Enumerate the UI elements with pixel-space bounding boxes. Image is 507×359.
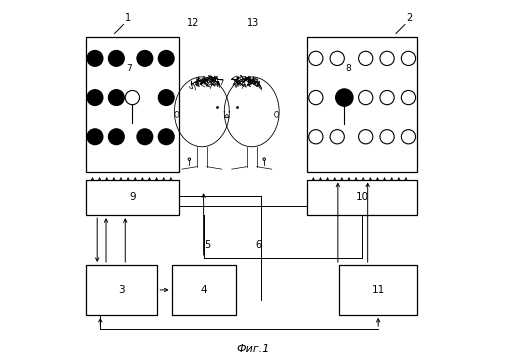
- Circle shape: [263, 158, 266, 160]
- Circle shape: [125, 90, 139, 105]
- Circle shape: [87, 90, 103, 106]
- Circle shape: [380, 90, 394, 105]
- Bar: [86, 265, 157, 315]
- Ellipse shape: [175, 111, 179, 117]
- Circle shape: [402, 51, 416, 65]
- Circle shape: [309, 90, 323, 105]
- Text: 13: 13: [247, 18, 260, 28]
- Bar: [307, 37, 417, 172]
- Bar: [86, 180, 178, 215]
- Circle shape: [358, 90, 373, 105]
- Circle shape: [380, 51, 394, 65]
- Circle shape: [158, 129, 174, 145]
- Text: 6: 6: [256, 241, 262, 250]
- Text: 3: 3: [119, 285, 125, 295]
- Bar: [86, 37, 178, 172]
- Circle shape: [158, 90, 174, 106]
- Bar: [339, 265, 417, 315]
- Circle shape: [108, 51, 124, 66]
- Circle shape: [137, 51, 153, 66]
- Text: Фиг.1: Фиг.1: [237, 344, 270, 354]
- Circle shape: [358, 51, 373, 65]
- Text: 5: 5: [204, 241, 210, 250]
- Circle shape: [309, 130, 323, 144]
- Text: 8: 8: [345, 64, 351, 73]
- Text: 12: 12: [187, 18, 199, 28]
- Circle shape: [188, 158, 191, 160]
- Text: 2: 2: [407, 13, 413, 23]
- Text: 10: 10: [355, 192, 369, 202]
- Text: 11: 11: [372, 285, 385, 295]
- Text: 4: 4: [200, 285, 207, 295]
- Ellipse shape: [275, 111, 279, 117]
- Circle shape: [137, 129, 153, 145]
- Circle shape: [402, 130, 416, 144]
- Text: 1: 1: [125, 13, 131, 23]
- Circle shape: [108, 90, 124, 106]
- Circle shape: [380, 130, 394, 144]
- Circle shape: [330, 51, 344, 65]
- Circle shape: [358, 130, 373, 144]
- Circle shape: [402, 90, 416, 105]
- Circle shape: [158, 51, 174, 66]
- Circle shape: [87, 51, 103, 66]
- Circle shape: [87, 129, 103, 145]
- Text: 7: 7: [126, 64, 132, 73]
- Circle shape: [108, 129, 124, 145]
- Circle shape: [309, 51, 323, 65]
- Bar: [171, 265, 236, 315]
- Bar: [307, 180, 417, 215]
- Circle shape: [330, 130, 344, 144]
- Text: 9: 9: [129, 192, 136, 202]
- Circle shape: [336, 89, 353, 106]
